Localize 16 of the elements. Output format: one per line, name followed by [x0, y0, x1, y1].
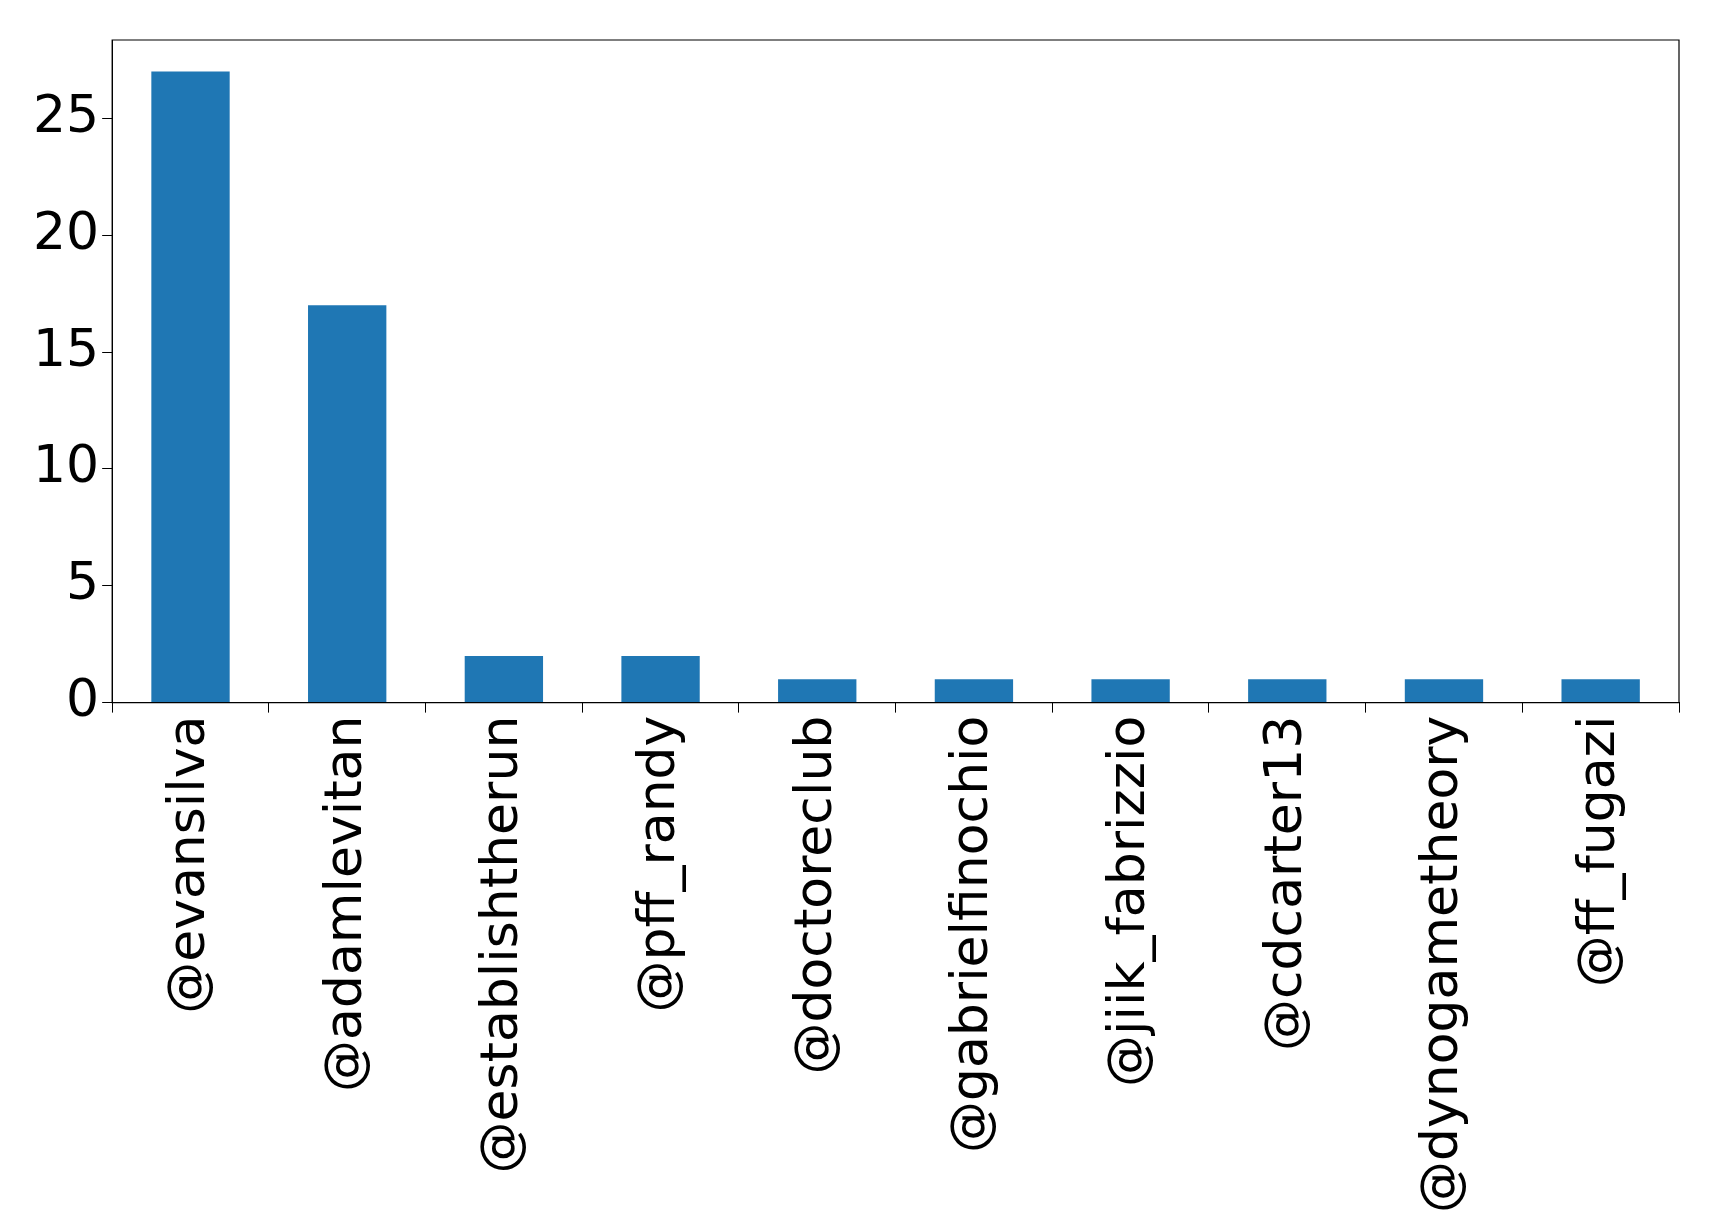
- x-tick-label: @ff_fugazi: [1566, 715, 1627, 988]
- y-tick-label: 20: [33, 200, 100, 261]
- y-tick-label: 0: [66, 668, 100, 729]
- x-tick-label: @cdcarter13: [1252, 715, 1313, 1051]
- x-tick-label: @jiik_fabrizzio: [1096, 715, 1157, 1087]
- x-tick-label: @dynogametheory: [1409, 715, 1470, 1214]
- x-tick-label: @adamlevitan: [312, 715, 373, 1092]
- y-tick-label: 5: [66, 551, 100, 612]
- y-tick-label: 15: [33, 317, 100, 378]
- y-tick-label: 10: [33, 434, 100, 495]
- x-tick-label: @establishtherun: [469, 715, 530, 1174]
- y-tick-label: 25: [33, 83, 100, 144]
- x-tick-label: @evansilva: [156, 715, 217, 1014]
- x-tick-label: @doctoreclub: [782, 715, 843, 1075]
- x-tick-label: @pff_randy: [626, 715, 687, 1013]
- x-tick-label: @gabrielfinochio: [939, 715, 1000, 1154]
